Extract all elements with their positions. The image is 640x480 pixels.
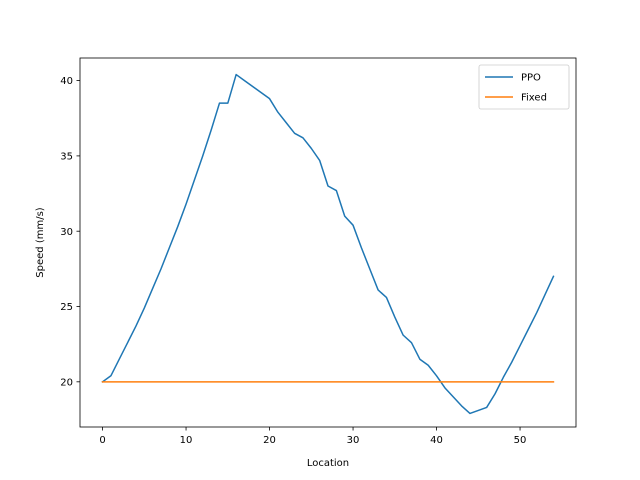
legend-box xyxy=(478,64,570,110)
y-tick-label: 35 xyxy=(60,151,73,162)
legend: PPO Fixed xyxy=(478,64,570,110)
y-tick-label: 30 xyxy=(60,227,73,238)
axes-frame xyxy=(79,57,577,428)
ticks-layer: 0 10 20 30 40 50 20 25 30 35 40 xyxy=(60,76,526,446)
y-tick-label: 40 xyxy=(60,76,73,87)
y-tick-label: 20 xyxy=(60,377,73,388)
x-tick-label: 40 xyxy=(430,435,443,446)
legend-label: Fixed xyxy=(521,93,547,104)
x-tick-label: 30 xyxy=(347,435,360,446)
x-tick-label: 10 xyxy=(180,435,193,446)
series-line-ppo xyxy=(101,73,555,415)
y-axis-label: Speed (mm/s) xyxy=(35,207,46,277)
legend-label: PPO xyxy=(521,73,541,84)
series-layer xyxy=(101,73,555,415)
x-tick-label: 0 xyxy=(99,435,105,446)
x-tick-label: 50 xyxy=(514,435,527,446)
x-tick-label: 20 xyxy=(263,435,276,446)
x-axis-label: Location xyxy=(307,458,349,469)
y-tick-label: 25 xyxy=(60,302,73,313)
